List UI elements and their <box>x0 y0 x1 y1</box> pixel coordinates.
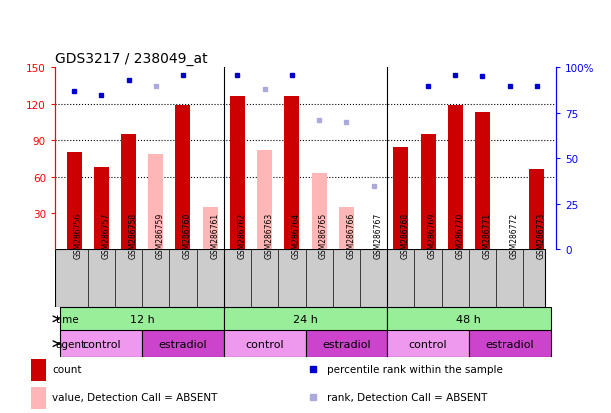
Bar <box>31 387 46 409</box>
Bar <box>31 358 46 381</box>
Bar <box>469 330 551 357</box>
Text: control: control <box>82 339 120 349</box>
Bar <box>224 330 306 357</box>
Text: GSM286762: GSM286762 <box>238 213 246 259</box>
Text: GSM286772: GSM286772 <box>510 213 519 259</box>
Text: GDS3217 / 238049_at: GDS3217 / 238049_at <box>55 52 208 66</box>
Text: 24 h: 24 h <box>293 314 318 324</box>
Text: GSM286769: GSM286769 <box>428 212 437 259</box>
Text: GSM286760: GSM286760 <box>183 212 192 259</box>
Bar <box>224 308 387 330</box>
Text: GSM286763: GSM286763 <box>265 212 274 259</box>
Text: GSM286757: GSM286757 <box>101 212 110 259</box>
Bar <box>448 106 463 250</box>
Text: estradiol: estradiol <box>485 339 534 349</box>
Bar <box>142 330 224 357</box>
Bar <box>175 106 191 250</box>
Text: GSM286766: GSM286766 <box>346 212 356 259</box>
Bar <box>284 97 299 250</box>
Bar <box>393 148 408 250</box>
Text: percentile rank within the sample: percentile rank within the sample <box>327 364 503 374</box>
Text: GSM286758: GSM286758 <box>128 213 137 259</box>
Text: GSM286764: GSM286764 <box>292 212 301 259</box>
Bar <box>94 168 109 250</box>
Text: GSM286768: GSM286768 <box>401 213 410 259</box>
Bar <box>67 153 81 250</box>
Bar <box>387 330 469 357</box>
Text: rank, Detection Call = ABSENT: rank, Detection Call = ABSENT <box>327 392 487 402</box>
Bar <box>203 207 218 250</box>
Text: 48 h: 48 h <box>456 314 481 324</box>
Text: GSM286765: GSM286765 <box>319 212 328 259</box>
Bar <box>60 308 224 330</box>
Bar <box>257 150 272 250</box>
Text: 12 h: 12 h <box>130 314 155 324</box>
Text: GSM286767: GSM286767 <box>373 212 382 259</box>
Bar <box>339 207 354 250</box>
Text: GSM286770: GSM286770 <box>455 212 464 259</box>
Text: agent: agent <box>56 339 86 349</box>
Bar <box>60 330 142 357</box>
Text: GSM286759: GSM286759 <box>156 212 165 259</box>
Text: value, Detection Call = ABSENT: value, Detection Call = ABSENT <box>52 392 218 402</box>
Bar <box>121 135 136 250</box>
Text: control: control <box>246 339 284 349</box>
Bar <box>306 330 387 357</box>
Bar <box>420 135 436 250</box>
Bar <box>312 173 327 250</box>
Text: GSM286773: GSM286773 <box>537 212 546 259</box>
Text: estradiol: estradiol <box>159 339 207 349</box>
Text: time: time <box>56 314 79 324</box>
Text: count: count <box>52 364 81 374</box>
Text: GSM286771: GSM286771 <box>483 213 491 259</box>
Text: control: control <box>409 339 447 349</box>
Bar <box>230 97 245 250</box>
Text: estradiol: estradiol <box>322 339 371 349</box>
Text: GSM286756: GSM286756 <box>74 212 83 259</box>
Text: GSM286761: GSM286761 <box>210 213 219 259</box>
Bar <box>148 154 163 250</box>
Bar <box>387 308 551 330</box>
Bar <box>530 170 544 250</box>
Bar <box>475 113 490 250</box>
